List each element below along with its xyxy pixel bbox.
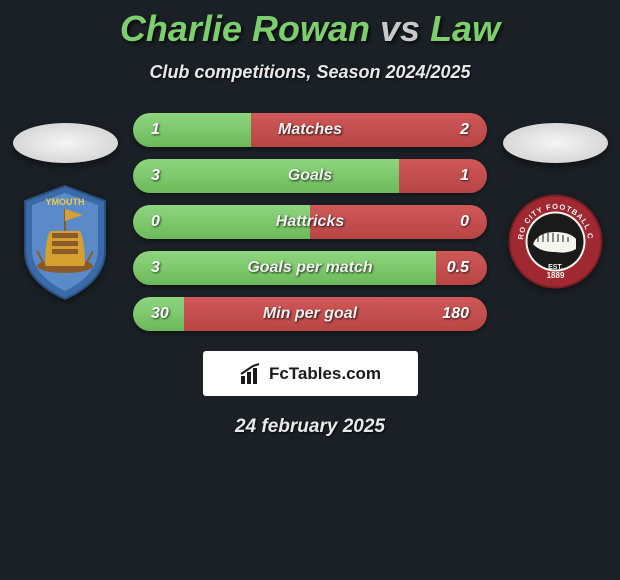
stat-value-right: 180: [442, 305, 469, 323]
stat-value-right: 1: [460, 167, 469, 185]
title-player1: Charlie Rowan: [120, 8, 370, 49]
stat-row: 30 Min per goal 180: [133, 297, 487, 331]
stat-label: Goals per match: [247, 259, 372, 277]
stat-value-left: 3: [151, 167, 160, 185]
stat-value-right: 2: [460, 121, 469, 139]
stat-label: Min per goal: [263, 305, 357, 323]
stat-value-right: 0.5: [447, 259, 469, 277]
stat-bar-right: [399, 159, 488, 193]
title-player2: Law: [430, 8, 500, 49]
stats-column: 1 Matches 2 3 Goals 1 0 Hattricks 0 3 Goals per ma…: [125, 113, 495, 331]
stat-value-left: 3: [151, 259, 160, 277]
stat-value-left: 1: [151, 121, 160, 139]
stat-value-left: 30: [151, 305, 169, 323]
truro-badge-icon: TRURO CITY FOOTBALL CLUB EST. 1889: [508, 194, 603, 289]
stat-value-right: 0: [460, 213, 469, 231]
left-column: YMOUTH: [5, 113, 125, 301]
page-title: Charlie Rowan vs Law: [0, 8, 620, 50]
stat-label: Goals: [288, 167, 332, 185]
stat-value-left: 0: [151, 213, 160, 231]
stat-label: Hattricks: [276, 213, 344, 231]
stat-bar-left: [133, 159, 399, 193]
stat-row: 3 Goals per match 0.5: [133, 251, 487, 285]
weymouth-badge-icon: YMOUTH: [15, 181, 115, 301]
svg-text:1889: 1889: [546, 271, 564, 280]
player2-photo-placeholder: [503, 123, 608, 163]
bar-chart-icon: [239, 362, 263, 386]
svg-text:YMOUTH: YMOUTH: [46, 197, 85, 207]
stat-row: 1 Matches 2: [133, 113, 487, 147]
svg-text:EST.: EST.: [548, 264, 563, 271]
content-row: YMOUTH 1 Matches 2 3 Goals 1 0 Hattricks 0 3 Goals…: [0, 113, 620, 331]
player1-club-badge: YMOUTH: [15, 181, 115, 301]
date-label: 24 february 2025: [0, 416, 620, 438]
stat-label: Matches: [278, 121, 342, 139]
root-container: Charlie Rowan vs Law Club competitions, …: [0, 0, 620, 438]
fctables-watermark: FcTables.com: [203, 351, 418, 396]
right-column: TRURO CITY FOOTBALL CLUB EST. 1889: [495, 113, 615, 301]
stat-row: 0 Hattricks 0: [133, 205, 487, 239]
player2-club-badge: TRURO CITY FOOTBALL CLUB EST. 1889: [505, 181, 605, 301]
fctables-label: FcTables.com: [269, 364, 381, 384]
subtitle: Club competitions, Season 2024/2025: [0, 62, 620, 83]
player1-photo-placeholder: [13, 123, 118, 163]
title-vs: vs: [380, 8, 420, 49]
stat-row: 3 Goals 1: [133, 159, 487, 193]
